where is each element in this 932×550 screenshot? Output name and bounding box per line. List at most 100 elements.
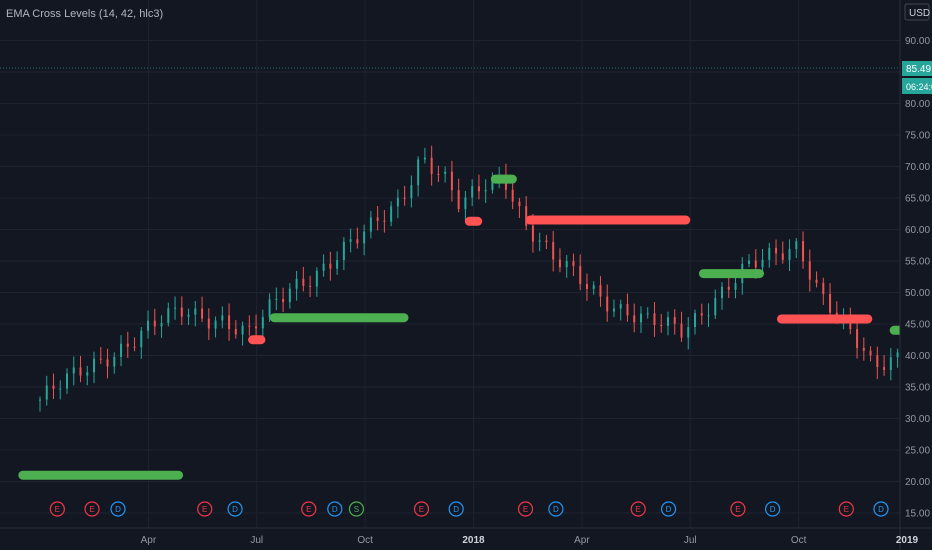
earnings-marker-label: E: [844, 505, 849, 514]
earnings-marker[interactable]: [730, 501, 746, 517]
level-cross-down: [525, 215, 691, 225]
dividend-marker[interactable]: [227, 501, 243, 517]
y-tick-label: 20.00: [905, 477, 930, 488]
earnings-marker-label: E: [55, 505, 60, 514]
earnings-marker[interactable]: [197, 501, 213, 517]
dividend-marker-label: D: [115, 505, 121, 514]
candle-body: [511, 189, 514, 202]
candle-body: [147, 320, 150, 331]
candle-body: [423, 157, 426, 160]
last-price-value: 85.49: [906, 64, 931, 75]
candle-body: [545, 240, 548, 243]
y-tick-label: 50.00: [905, 288, 930, 299]
candle-body: [639, 313, 642, 323]
level-cross-down: [464, 216, 483, 226]
candle-body: [687, 327, 690, 338]
candle-body: [606, 296, 609, 312]
candle-body: [39, 399, 41, 401]
y-tick-label: 15.00: [905, 509, 930, 520]
candle-body: [444, 171, 447, 174]
earnings-marker[interactable]: [630, 501, 646, 517]
candle-body: [315, 270, 318, 287]
candle-body: [160, 322, 163, 327]
candle-body: [255, 326, 258, 329]
candle-body: [93, 358, 96, 373]
candle-body: [552, 242, 555, 260]
candle-body: [363, 231, 366, 244]
x-tick-label: Jul: [684, 535, 697, 546]
x-tick-label: Apr: [574, 535, 590, 546]
dividend-marker[interactable]: [327, 501, 343, 517]
currency-label: USD: [909, 8, 930, 19]
candle-body: [322, 263, 325, 271]
candle-body: [775, 247, 778, 254]
candle-body: [133, 346, 136, 348]
candle-body: [241, 325, 244, 335]
candle-body: [788, 249, 791, 260]
dividend-marker[interactable]: [660, 501, 677, 517]
candle-body: [653, 313, 656, 325]
earnings-marker[interactable]: [517, 501, 534, 517]
earnings-marker-label: E: [306, 505, 311, 514]
earnings-marker[interactable]: [301, 501, 317, 517]
candle-body: [52, 385, 55, 389]
dividend-marker[interactable]: [765, 501, 781, 517]
candle-body: [336, 260, 339, 269]
candle-body: [822, 282, 825, 295]
candle-body: [221, 315, 224, 321]
dividend-marker-label: D: [453, 505, 459, 514]
candle-body: [727, 286, 730, 290]
candle-body: [862, 347, 865, 351]
candle-body: [748, 260, 751, 265]
candle-body: [808, 261, 811, 280]
y-tick-label: 75.00: [905, 131, 930, 142]
y-tick-label: 45.00: [905, 320, 930, 331]
candle-body: [376, 217, 379, 221]
earnings-marker-label: E: [89, 505, 94, 514]
dividend-marker[interactable]: [448, 501, 464, 517]
earnings-marker[interactable]: [413, 501, 430, 517]
bar-countdown: 06:24:02: [906, 82, 932, 92]
indicator-title[interactable]: EMA Cross Levels (14, 42, hlc3): [6, 8, 164, 20]
split-marker[interactable]: [348, 501, 365, 517]
dividend-marker[interactable]: [548, 501, 564, 517]
candle-body: [707, 315, 710, 317]
candle-body: [721, 286, 724, 299]
earnings-marker-label: E: [523, 505, 528, 514]
candle-body: [714, 298, 717, 316]
candle-body: [781, 253, 784, 260]
candle-body: [45, 385, 48, 400]
earnings-marker[interactable]: [84, 501, 100, 517]
candle-body: [491, 176, 494, 190]
candle-body: [856, 329, 859, 348]
x-tick-label: 2018: [462, 535, 485, 546]
earnings-marker[interactable]: [838, 501, 854, 517]
candle-body: [768, 247, 771, 260]
last-price-tag: 85.49 06:24:02: [902, 61, 932, 94]
currency-button[interactable]: USD: [904, 3, 930, 21]
currency-button-frame[interactable]: [904, 3, 930, 21]
earnings-marker[interactable]: [49, 501, 65, 517]
candle-body: [700, 313, 703, 316]
candle-body: [248, 325, 251, 327]
candle-body: [120, 343, 123, 357]
dividend-marker-label: D: [332, 505, 338, 514]
candle-body: [309, 285, 312, 287]
candle-body: [234, 329, 237, 335]
time-axis-labels[interactable]: AprJulOct2018AprJulOct2019AprJulOct2020A…: [141, 535, 932, 546]
dividend-marker[interactable]: [110, 501, 126, 517]
candle-body: [86, 372, 89, 376]
level-cross-up: [698, 269, 764, 279]
x-tick-label: Oct: [791, 535, 807, 546]
y-tick-label: 80.00: [905, 99, 930, 110]
dividend-marker[interactable]: [873, 501, 889, 517]
earnings-marker-label: E: [636, 505, 641, 514]
candle-body: [383, 220, 386, 222]
candle-body: [174, 307, 177, 309]
candle-body: [802, 241, 805, 262]
candle-body: [390, 206, 393, 222]
y-tick-label: 90.00: [905, 36, 930, 47]
level-cross-down: [248, 335, 266, 345]
candle-body: [66, 373, 69, 389]
